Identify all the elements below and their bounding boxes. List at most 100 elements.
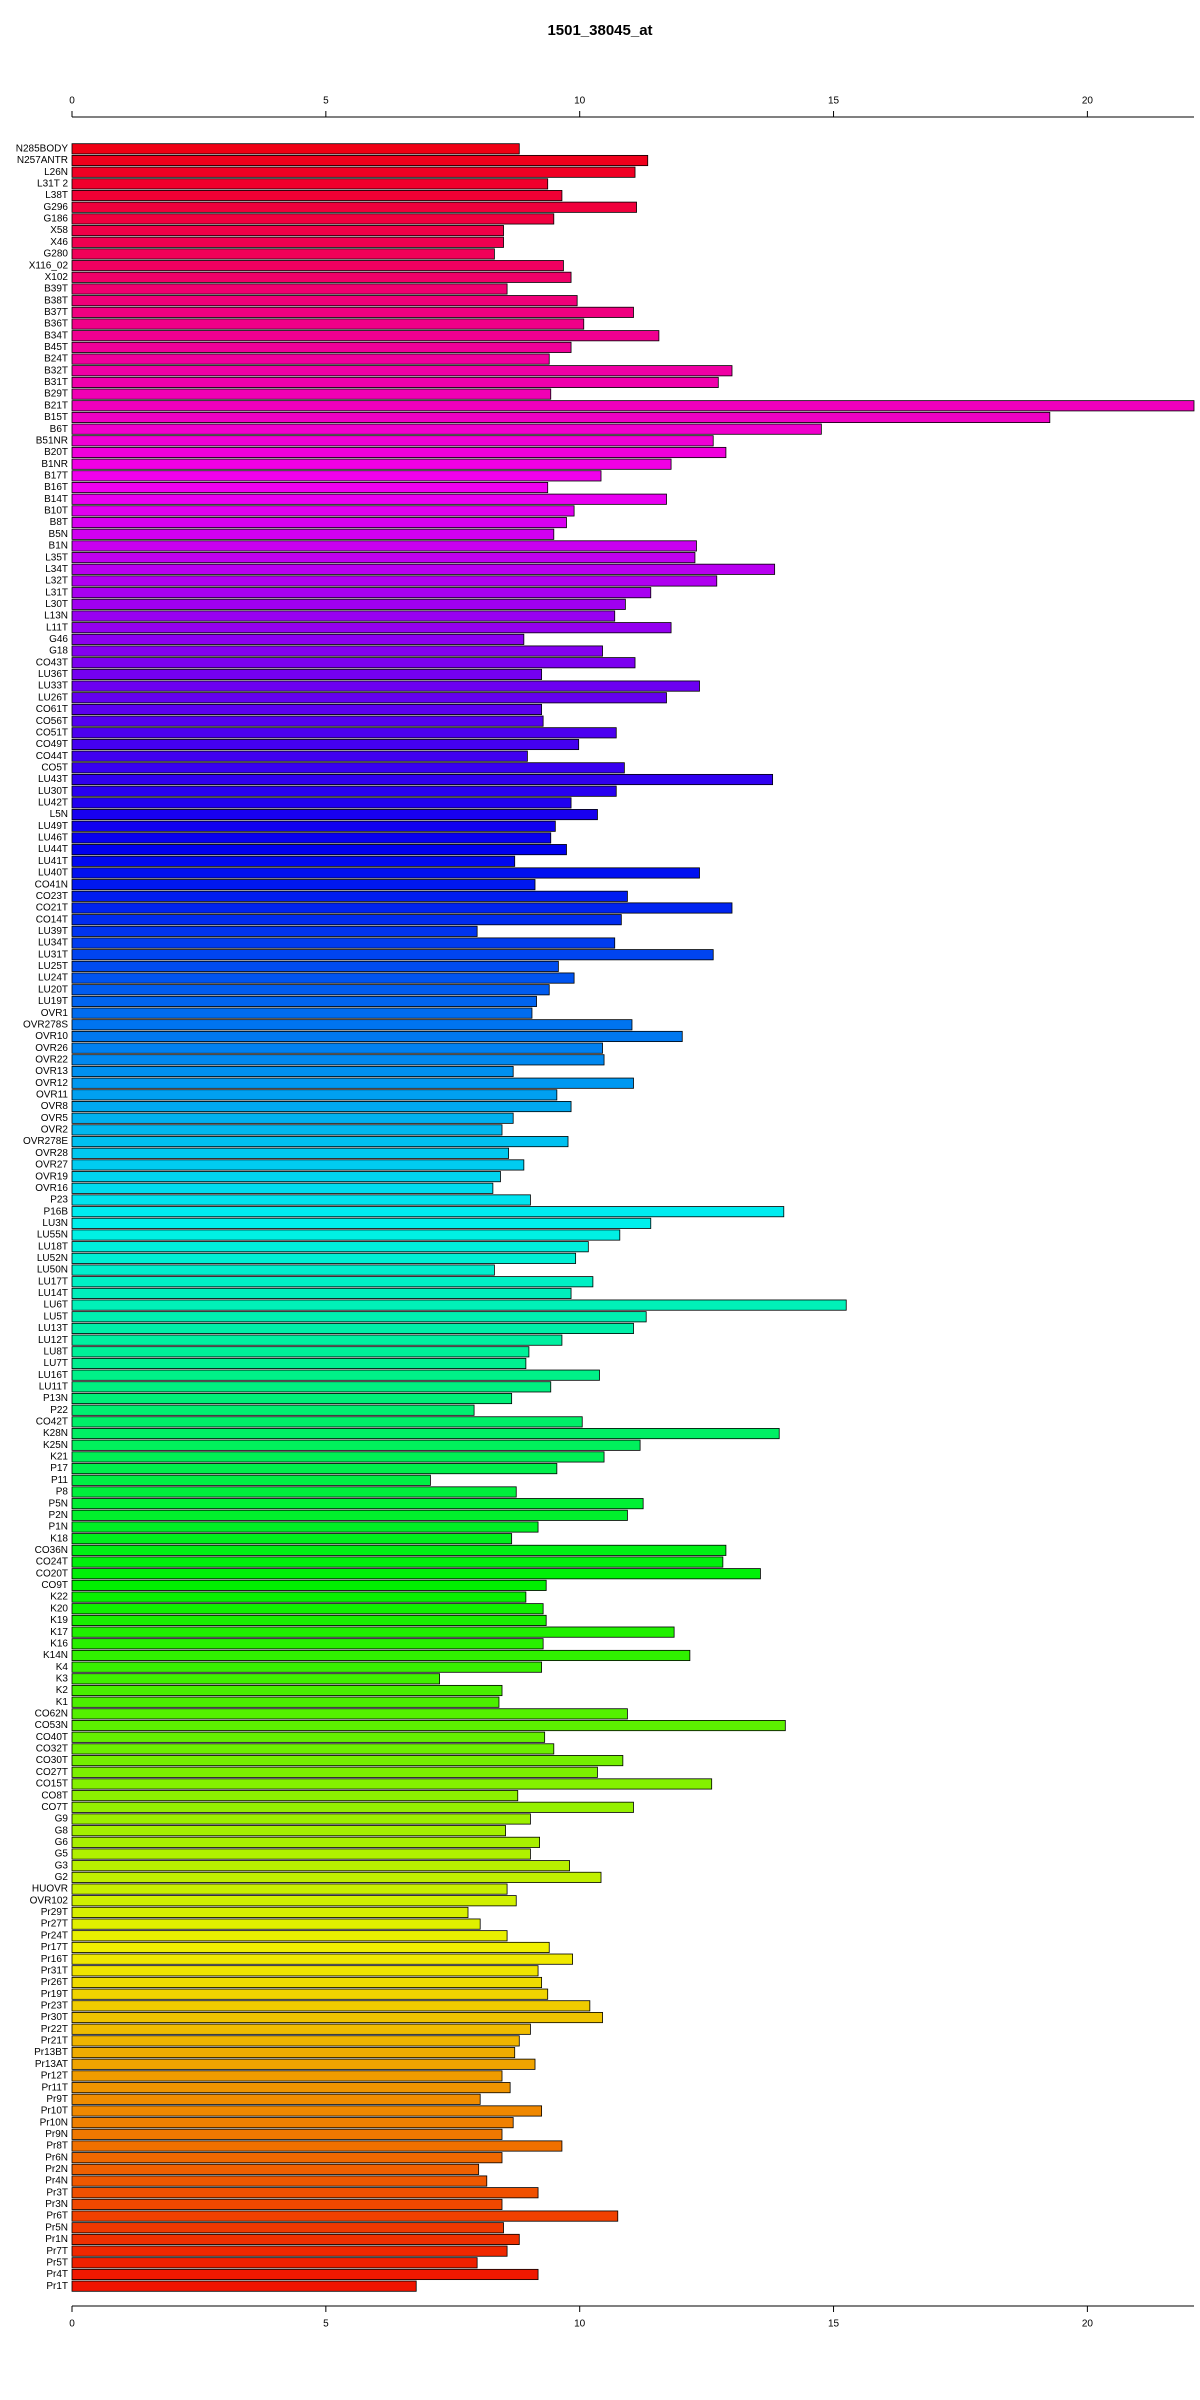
bar — [71, 2035, 520, 2047]
bar — [71, 295, 578, 307]
bar — [71, 1334, 563, 1346]
y-tick-label: G9 — [55, 1814, 69, 1825]
bar — [71, 1825, 506, 1837]
bar — [71, 762, 625, 774]
bar — [71, 330, 660, 342]
bar — [71, 844, 567, 856]
bar — [71, 1626, 675, 1638]
bar — [71, 703, 543, 715]
y-tick-label: CO41N — [35, 879, 68, 890]
bar — [71, 388, 552, 400]
y-tick-label: Pr11T — [42, 2082, 69, 2093]
bar — [71, 1544, 727, 1556]
bar — [71, 493, 667, 505]
bar — [71, 1579, 547, 1591]
y-tick-label: B20T — [44, 447, 68, 458]
y-tick-label: Pr17T — [41, 1942, 68, 1953]
y-tick-label: Pr4N — [45, 2176, 68, 2187]
y-tick-label: OVR16 — [35, 1183, 68, 1194]
bar — [71, 306, 634, 318]
y-tick-label: LU39T — [38, 926, 68, 937]
bar — [71, 890, 628, 902]
bar — [71, 1918, 481, 1930]
y-tick-label: OVR2 — [41, 1125, 69, 1136]
y-tick-label: CO21T — [36, 903, 68, 914]
y-tick-label: Pr13BT — [34, 2047, 68, 2058]
bar — [71, 622, 672, 634]
y-tick-label: B16T — [44, 482, 68, 493]
bar — [71, 143, 520, 155]
y-tick-label: LU36T — [38, 669, 68, 680]
y-tick-label: OVR11 — [36, 1090, 68, 1101]
y-tick-label: K4 — [56, 1662, 69, 1673]
bar — [71, 1941, 550, 1953]
y-tick-label: CO43T — [36, 657, 68, 668]
bar — [71, 1988, 549, 2000]
bar — [71, 1463, 558, 1475]
bar — [71, 902, 733, 914]
y-tick-label: K28N — [43, 1428, 68, 1439]
bar — [71, 1206, 785, 1218]
y-tick-label: CO20T — [36, 1568, 68, 1579]
bar — [71, 1684, 503, 1697]
y-tick-label: LU49T — [38, 821, 68, 832]
bar — [71, 1241, 589, 1253]
y-tick-label: LU26T — [38, 692, 68, 703]
bar — [71, 1766, 598, 1778]
y-tick-label: CO32T — [36, 1744, 68, 1755]
y-tick-label: B17T — [44, 471, 68, 482]
bar — [71, 1171, 501, 1183]
bar — [71, 1614, 547, 1626]
bar — [71, 587, 652, 599]
bar — [71, 2128, 503, 2140]
bar — [71, 365, 733, 377]
bar — [71, 1136, 569, 1148]
y-tick-label: G296 — [44, 202, 69, 213]
y-tick-label: LU17T — [38, 1276, 68, 1287]
bar — [71, 1042, 603, 1054]
bar — [71, 2047, 516, 2059]
bar — [71, 1019, 633, 1031]
y-tick-label: X46 — [50, 237, 68, 248]
y-tick-label: CO36N — [35, 1545, 68, 1556]
y-tick-label: G186 — [44, 214, 69, 225]
bar — [71, 1521, 539, 1533]
bar — [71, 832, 552, 844]
y-tick-label: LU40T — [38, 868, 68, 879]
bar — [71, 271, 572, 283]
bar — [71, 1603, 544, 1615]
y-tick-label: OVR1 — [41, 1008, 69, 1019]
bar — [71, 2233, 520, 2245]
y-tick-label: K1 — [56, 1697, 69, 1708]
bar — [71, 411, 1051, 424]
y-tick-label: CO53N — [35, 1720, 68, 1731]
y-tick-label: OVR28 — [35, 1148, 68, 1159]
y-tick-label: LU55N — [37, 1230, 68, 1241]
bar — [71, 633, 525, 645]
y-tick-label: K18 — [50, 1533, 68, 1544]
bar — [71, 575, 718, 587]
y-tick-label: OVR5 — [41, 1113, 69, 1124]
y-tick-label: CO62N — [35, 1709, 68, 1720]
bar — [71, 248, 495, 260]
y-tick-label: P1N — [49, 1522, 68, 1533]
y-tick-label: G5 — [55, 1849, 69, 1860]
bar — [71, 1498, 644, 1510]
bar — [71, 1638, 544, 1650]
bar — [71, 1381, 552, 1393]
bar — [71, 715, 544, 727]
y-tick-label: CO23T — [36, 891, 68, 902]
bar — [71, 1661, 543, 1673]
y-tick-label: B29T — [44, 389, 68, 400]
y-tick-label: Pr22T — [41, 2024, 68, 2035]
y-tick-label: Pr10T — [41, 2106, 68, 2117]
y-tick-label: CO8T — [41, 1790, 68, 1801]
bar — [71, 1720, 786, 1732]
bar — [71, 2280, 417, 2292]
bar — [71, 1801, 634, 1813]
y-tick-label: G2 — [55, 1872, 69, 1883]
bar — [71, 610, 616, 622]
bar — [71, 2023, 531, 2035]
bar — [71, 2070, 503, 2082]
